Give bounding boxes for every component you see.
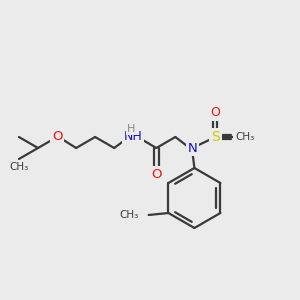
Text: CH₃: CH₃ [236,132,255,142]
Text: O: O [151,167,162,181]
Text: O: O [235,130,244,143]
Text: O: O [211,106,220,119]
Text: CH₃: CH₃ [119,210,139,220]
Text: NH: NH [124,130,142,143]
Text: S: S [211,130,220,144]
Text: CH₃: CH₃ [9,162,28,172]
Text: N: N [188,142,197,154]
Text: H: H [127,124,136,134]
Text: O: O [52,130,62,143]
